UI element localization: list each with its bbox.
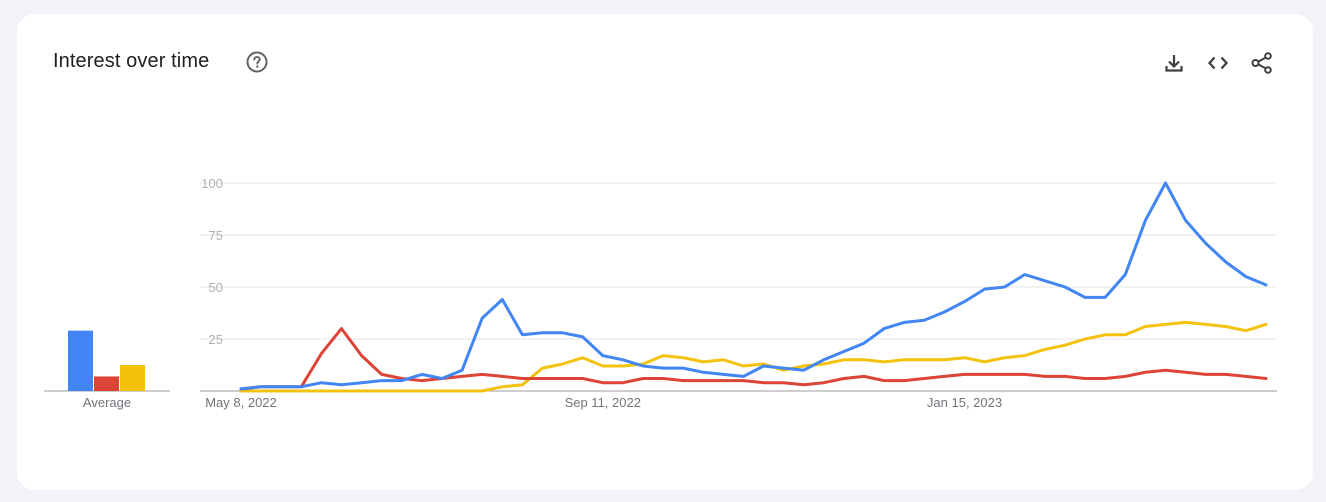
series-line[interactable] <box>239 320 1268 393</box>
embed-button[interactable] <box>1205 50 1231 76</box>
interest-over-time-card: Interest over time <box>17 14 1313 490</box>
y-tick-label: 25 <box>209 332 223 347</box>
x-tick-label: Sep 11, 2022 <box>565 395 641 410</box>
x-tick-label: May 8, 2022 <box>205 395 277 410</box>
chart-grid: 25 50 75 100 <box>200 176 1277 392</box>
y-tick-label: 100 <box>201 176 223 191</box>
card-actions <box>1161 50 1275 76</box>
code-icon <box>1207 56 1229 70</box>
y-tick-label: 75 <box>209 228 223 243</box>
series-line[interactable] <box>239 181 1268 391</box>
average-bar[interactable] <box>120 365 145 391</box>
x-axis-ticks: May 8, 2022 Sep 11, 2022 Jan 15, 2023 <box>205 395 1002 410</box>
download-button[interactable] <box>1161 50 1187 76</box>
average-bars <box>44 330 170 392</box>
download-icon <box>1165 55 1183 72</box>
y-tick-label: 50 <box>209 280 223 295</box>
x-tick-label: Jan 15, 2023 <box>927 395 1002 410</box>
average-bar[interactable] <box>68 330 93 391</box>
card-title: Interest over time <box>53 50 210 72</box>
chart-lines <box>239 181 1268 393</box>
share-button[interactable] <box>1249 50 1275 76</box>
average-label: Average <box>83 395 131 410</box>
series-line[interactable] <box>239 327 1268 391</box>
share-icon <box>1251 52 1272 74</box>
average-bar[interactable] <box>94 376 119 391</box>
help-circle-icon[interactable] <box>246 51 268 73</box>
